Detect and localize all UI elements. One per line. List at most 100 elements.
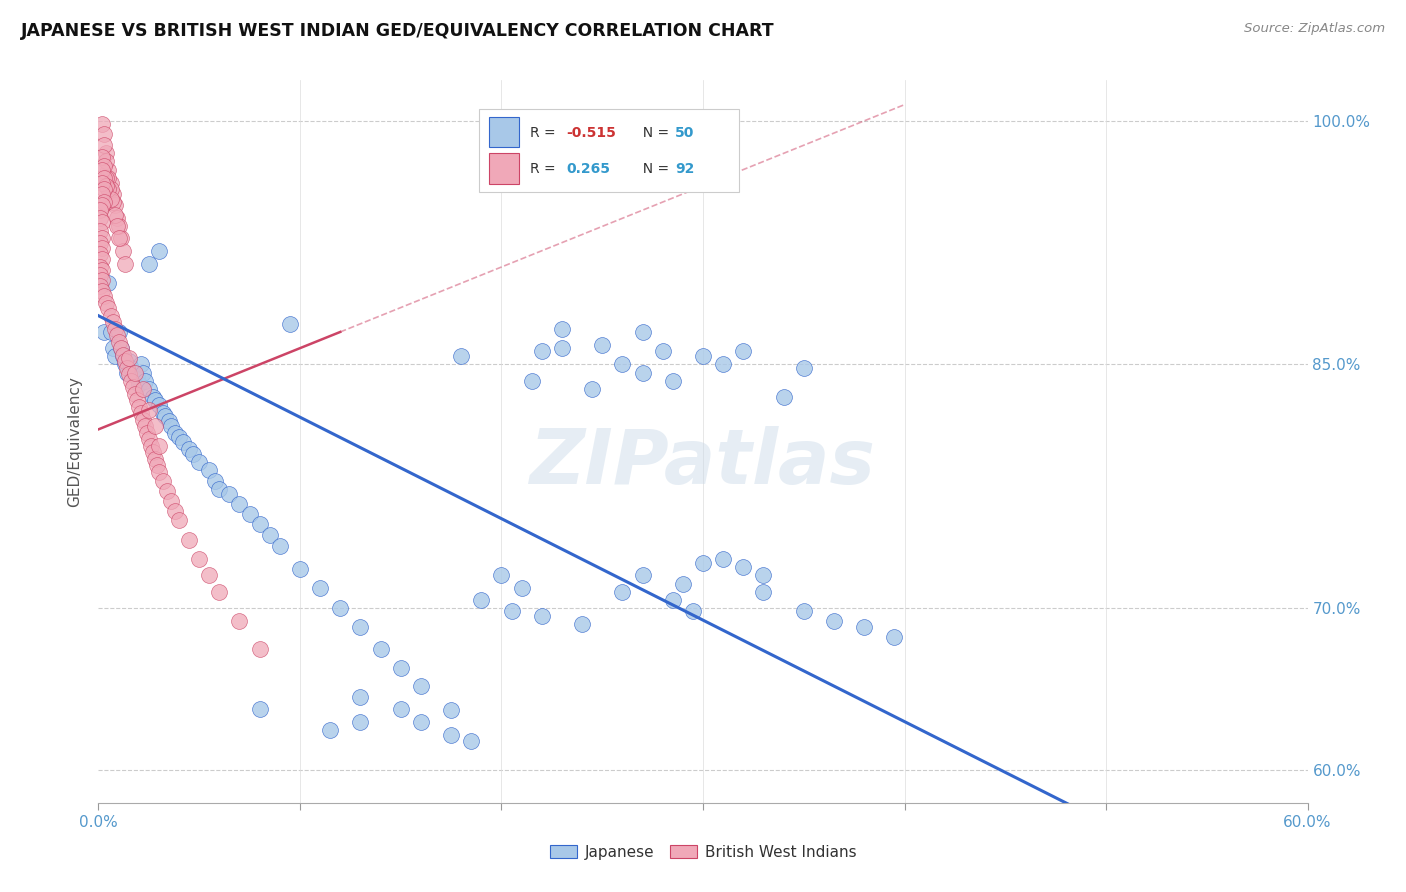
Point (752, 584, 775, 599)
Point (89, 203, 111, 218)
Point (733, 344, 755, 359)
Point (153, 409, 176, 424)
Point (110, 341, 132, 355)
Point (89, 268, 111, 282)
Point (269, 539, 291, 553)
Point (188, 552, 211, 566)
Point (121, 380, 143, 394)
Point (105, 328, 128, 343)
FancyBboxPatch shape (479, 109, 740, 193)
Point (974, 847, 997, 862)
FancyBboxPatch shape (489, 117, 519, 147)
Point (105, 219, 128, 234)
Point (239, 507, 262, 521)
Point (179, 442, 201, 456)
Point (93, 170, 115, 185)
Point (89, 211, 111, 226)
Point (135, 425, 157, 440)
Point (612, 358, 634, 372)
Text: R =: R = (530, 126, 560, 140)
Point (103, 208, 125, 222)
Point (198, 568, 221, 582)
Point (129, 358, 152, 372)
Point (198, 463, 221, 477)
Legend: Japanese, British West Indians: Japanese, British West Indians (541, 837, 865, 867)
Point (692, 349, 714, 363)
Point (93, 289, 115, 303)
Point (89, 279, 111, 293)
Point (651, 344, 673, 359)
Point (134, 419, 156, 434)
Point (114, 358, 136, 372)
Point (460, 845, 482, 859)
Point (711, 552, 734, 566)
Point (823, 614, 845, 628)
Point (148, 244, 170, 258)
Point (551, 321, 574, 335)
Point (91, 117, 114, 131)
Point (89, 260, 111, 274)
Point (661, 592, 683, 607)
Point (93, 182, 115, 196)
Point (167, 513, 190, 527)
Point (329, 601, 352, 615)
Point (793, 604, 815, 618)
Point (370, 641, 392, 656)
Text: N =: N = (634, 126, 673, 140)
Point (107, 231, 129, 245)
Point (249, 516, 271, 531)
Point (114, 257, 136, 271)
Point (93, 138, 115, 153)
Point (204, 475, 226, 489)
Point (107, 219, 129, 234)
Point (103, 321, 125, 335)
Point (100, 182, 122, 196)
Point (853, 620, 876, 634)
Text: 0.265: 0.265 (567, 162, 610, 176)
Point (91, 176, 114, 190)
Point (103, 198, 125, 212)
Point (89, 247, 111, 261)
Point (96, 146, 118, 161)
Point (103, 349, 125, 363)
Point (91, 285, 114, 299)
Point (409, 679, 432, 693)
Point (128, 400, 150, 414)
Point (105, 211, 128, 226)
Text: ZIPatlas: ZIPatlas (530, 426, 876, 500)
Point (97, 170, 120, 185)
Point (115, 366, 138, 380)
Point (520, 374, 543, 388)
Point (440, 703, 463, 717)
Point (107, 325, 129, 339)
Point (143, 451, 166, 466)
Point (156, 484, 179, 499)
Point (139, 439, 162, 453)
Point (349, 714, 371, 729)
Point (163, 425, 186, 440)
Point (143, 393, 166, 408)
Point (138, 403, 160, 417)
Point (118, 367, 141, 381)
Point (132, 382, 155, 396)
Point (115, 360, 138, 375)
Point (91, 240, 114, 254)
Point (124, 366, 146, 380)
Point (631, 325, 654, 339)
Point (349, 690, 371, 705)
Point (278, 317, 301, 331)
Point (994, 853, 1017, 867)
Point (510, 582, 533, 596)
Point (91, 150, 114, 164)
Text: R =: R = (530, 162, 560, 176)
Point (501, 604, 523, 618)
Point (91, 252, 114, 266)
Point (138, 257, 160, 271)
Point (249, 701, 271, 715)
Point (91, 186, 114, 201)
Point (571, 617, 593, 632)
Point (125, 393, 148, 408)
Text: -0.515: -0.515 (567, 126, 616, 140)
Point (208, 584, 231, 599)
Point (120, 374, 142, 388)
